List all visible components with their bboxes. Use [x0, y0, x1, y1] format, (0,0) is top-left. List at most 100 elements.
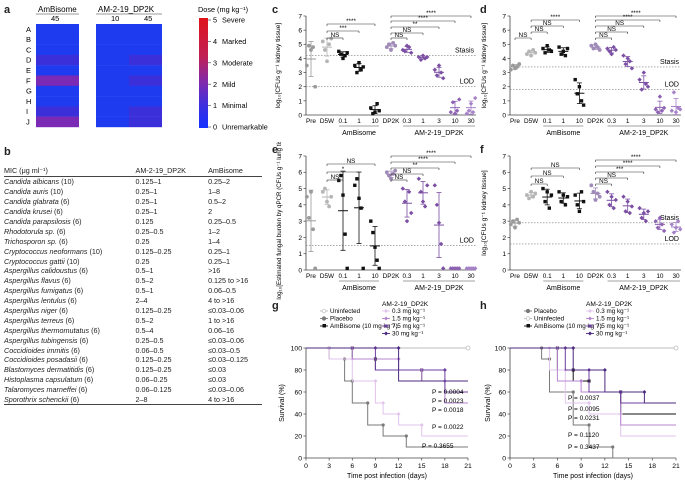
organism-name: Cryptococcus gattii	[4, 256, 65, 266]
mic-am219: 0.125–0.25	[135, 355, 172, 365]
x-tick-label: 0.3	[403, 273, 412, 280]
colorbar	[199, 18, 208, 128]
significance-label: ***	[339, 25, 347, 32]
panel-label-b: b	[4, 146, 11, 158]
significance-label: NS	[331, 32, 340, 39]
panel-label-g: g	[272, 300, 279, 312]
mic-ambisome: 4 to >16	[202, 394, 262, 406]
mic-ambisome: 0.125 to >16	[208, 276, 249, 286]
x-tick-label: 30	[467, 273, 475, 280]
panel-label-c: c	[272, 4, 279, 16]
data-point	[373, 245, 377, 249]
data-point	[434, 202, 440, 208]
heatmap-cell	[36, 44, 79, 56]
data-point	[313, 84, 318, 89]
data-point	[531, 194, 536, 199]
significance-label: NS	[331, 174, 340, 181]
legend-label: 7.5 mg kg⁻¹	[596, 323, 629, 330]
mic-am219: 0.125–0.25	[135, 246, 172, 256]
data-point	[371, 230, 375, 235]
data-point	[320, 189, 325, 194]
row-label: G	[26, 87, 32, 96]
data-point	[589, 43, 594, 48]
y-tick-label: 5	[502, 42, 506, 49]
data-point	[627, 210, 632, 216]
data-point	[573, 193, 577, 197]
significance-label: NS	[535, 26, 544, 33]
mic-row: Trichosporon sp. (6) 0.25 1–4	[4, 236, 262, 246]
panel-label-f: f	[480, 144, 484, 156]
data-point	[457, 266, 462, 271]
mic-ambisome: 0.25–2	[208, 177, 231, 187]
y-tick-label: 6	[298, 28, 302, 35]
scatter-chart-d: 0 1 2 3 4 5 6 7 log₁₀[CFUs g⁻¹ kidney tissue] Sta…	[481, 10, 683, 137]
y-tick-label: 0	[298, 455, 302, 462]
data-point	[593, 198, 598, 202]
data-point	[361, 65, 365, 69]
data-point	[432, 183, 437, 188]
x-tick-label: 18	[441, 463, 449, 470]
data-point	[468, 101, 474, 106]
stasis-label: Stasis	[455, 48, 475, 55]
group-label-am219: AM-2-19_DP2K	[619, 285, 668, 292]
colorbar-tick-label: Unremarkable	[222, 123, 268, 132]
heatmap-cell	[36, 34, 79, 45]
data-point	[454, 108, 460, 113]
mic-row: Candida krusei (6) 0.25–1 2	[4, 207, 262, 217]
data-point	[384, 170, 389, 175]
x-tick-label: 1	[626, 273, 630, 280]
organism-cell: Coccidioides immitis (6)	[4, 345, 132, 355]
isolate-count: (6)	[69, 345, 80, 355]
organism-name: Aspergillus terreus	[4, 315, 64, 325]
mic-am219: 0.25	[135, 256, 150, 266]
heatmap-cell	[96, 44, 129, 56]
data-point	[581, 103, 586, 107]
data-point	[400, 186, 405, 191]
p-value: P = 0.3655	[422, 443, 454, 450]
data-point	[533, 191, 538, 196]
mic-row: Aspergillus lentulus (6) 2–4 4 to >16	[4, 296, 262, 306]
x-tick-label: DP2K	[587, 118, 604, 125]
data-point	[369, 219, 373, 223]
data-point	[432, 67, 437, 72]
isolate-count: (6)	[57, 306, 68, 316]
mic-ambisome: ≤0.03	[208, 365, 226, 375]
organism-name: Candida krusei	[4, 207, 52, 217]
mic-ambisome: ≤0.03	[208, 375, 226, 385]
isolate-count: (6)	[83, 365, 95, 375]
legend-label: 30 mg kg⁻¹	[392, 331, 423, 338]
curve-marker	[587, 423, 591, 427]
data-point	[438, 241, 444, 247]
y-axis-label: log₁₀[Estimated fungal burden by qPCR (C…	[276, 142, 283, 300]
data-point	[543, 199, 547, 204]
mic-row: Candida glabrata (6) 0.25–1 0.5–2	[4, 197, 262, 207]
data-point	[645, 209, 651, 214]
data-point	[393, 43, 398, 48]
x-tick-label: 0	[304, 463, 308, 470]
x-tick-label: 12	[395, 463, 403, 470]
data-point	[559, 52, 563, 56]
data-point	[377, 266, 381, 271]
heatmap-cell	[129, 54, 162, 66]
data-point	[597, 48, 602, 52]
legend-label: 30 mg kg⁻¹	[596, 331, 627, 338]
survival-curve	[510, 347, 676, 404]
x-tick-label: 1	[562, 273, 566, 280]
data-point	[341, 56, 345, 61]
lod-label: LOD	[665, 82, 679, 89]
data-point	[637, 77, 642, 82]
data-point	[508, 222, 513, 227]
isolate-count: (10)	[48, 187, 64, 197]
colorbar-tick-value: 4	[213, 37, 217, 46]
data-point	[387, 42, 391, 47]
colorbar-tick-value: 3	[213, 58, 217, 67]
y-tick-label: 3	[298, 219, 302, 226]
data-point	[355, 70, 359, 75]
data-point	[607, 202, 612, 208]
data-point	[577, 209, 582, 214]
x-tick-label: 1	[421, 273, 425, 280]
legend-title: AM-2-19_DP2K	[586, 301, 633, 308]
data-point	[343, 53, 347, 58]
data-point	[325, 199, 329, 204]
data-point	[345, 266, 349, 271]
